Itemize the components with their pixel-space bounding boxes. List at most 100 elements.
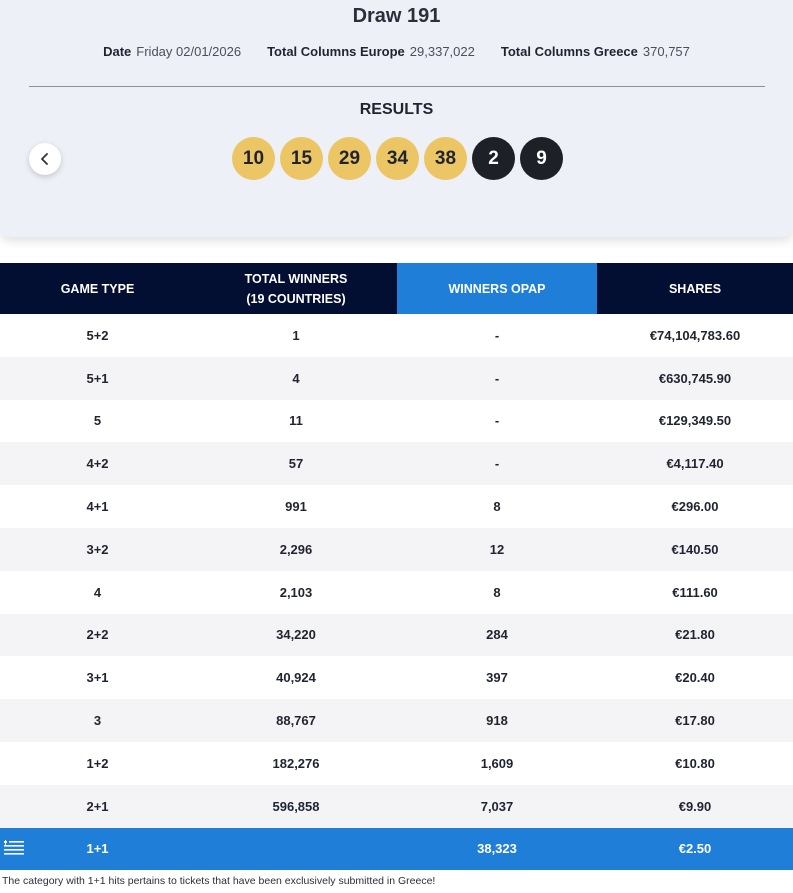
draw-date: Date Friday 02/01/2026 bbox=[103, 44, 241, 59]
total-winners-cell: 11 bbox=[195, 399, 397, 443]
number-ball: 10 bbox=[232, 137, 275, 180]
game-type-cell: 4 bbox=[0, 570, 195, 614]
total-columns-greece: Total Columns Greece 370,757 bbox=[501, 44, 690, 59]
winners-opap-cell: 397 bbox=[397, 656, 597, 700]
draw-title: Draw 191 bbox=[352, 5, 441, 27]
winners-opap-cell: 918 bbox=[397, 699, 597, 742]
total-columns-europe-value: 29,337,022 bbox=[409, 44, 475, 59]
total-columns-europe: Total Columns Europe 29,337,022 bbox=[267, 44, 475, 59]
results-label: RESULTS bbox=[359, 101, 434, 118]
total-columns-europe-label: Total Columns Europe bbox=[267, 44, 405, 59]
previous-draw-button[interactable] bbox=[29, 143, 61, 175]
winners-opap-cell: 8 bbox=[397, 570, 597, 614]
table-row: 2+2 34,220 284 €21.80 bbox=[0, 613, 793, 657]
game-type-cell: 4+2 bbox=[0, 442, 195, 486]
game-type-cell: 3+1 bbox=[0, 656, 195, 700]
number-ball: 29 bbox=[328, 137, 371, 180]
winners-opap-cell: - bbox=[397, 314, 597, 357]
shares-cell: €630,745.90 bbox=[597, 356, 793, 400]
table-row: 2+1 596,858 7,037 €9.90 bbox=[0, 784, 793, 828]
game-type-cell: 5+2 bbox=[0, 314, 195, 357]
winners-opap-cell: 1,609 bbox=[397, 741, 597, 785]
header-total-winners-line2: (19 COUNTRIES) bbox=[246, 291, 346, 306]
draw-summary-card: Draw 191 Date Friday 02/01/2026 Total Col… bbox=[0, 0, 793, 237]
table-row: 1+2 182,276 1,609 €10.80 bbox=[0, 741, 793, 785]
header-winners-opap[interactable]: WINNERS OPAP bbox=[397, 263, 597, 314]
draw-date-value: Friday 02/01/2026 bbox=[136, 44, 242, 59]
star-ball: 9 bbox=[520, 137, 563, 180]
game-type-cell: 4+1 bbox=[0, 485, 195, 528]
winning-numbers: 10 15 29 34 38 2 9 bbox=[232, 137, 563, 180]
winners-opap-cell: 284 bbox=[397, 613, 597, 657]
winners-opap-cell: - bbox=[397, 399, 597, 443]
prize-breakdown-table: GAME TYPE TOTAL WINNERS (19 COUNTRIES) W… bbox=[0, 263, 793, 871]
total-winners-cell: 57 bbox=[195, 442, 397, 486]
table-row: 4 2,103 8 €111.60 bbox=[0, 570, 793, 614]
winners-opap-cell: - bbox=[397, 442, 597, 486]
total-winners-cell: 182,276 bbox=[195, 741, 397, 785]
total-winners-cell: 1 bbox=[195, 314, 397, 357]
total-columns-greece-value: 370,757 bbox=[642, 44, 690, 59]
number-ball: 15 bbox=[280, 137, 323, 180]
game-type-cell: 1+2 bbox=[0, 741, 195, 785]
shares-cell: €111.60 bbox=[597, 570, 793, 614]
table-row: 3+1 40,924 397 €20.40 bbox=[0, 656, 793, 700]
table-row: 4+1 991 8 €296.00 bbox=[0, 485, 793, 528]
draw-meta-row: Date Friday 02/01/2026 Total Columns Euro… bbox=[0, 44, 793, 59]
game-type-cell: 5 bbox=[0, 399, 195, 443]
greece-flag-icon bbox=[4, 839, 24, 855]
total-winners-cell: 40,924 bbox=[195, 656, 397, 700]
table-row: 4+2 57- €4,117.40 bbox=[0, 442, 793, 486]
table-row: 3 88,767 918 €17.80 bbox=[0, 699, 793, 742]
table-header-row: GAME TYPE TOTAL WINNERS (19 COUNTRIES) W… bbox=[0, 263, 793, 314]
header-shares: SHARES bbox=[597, 263, 793, 314]
chevron-left-icon bbox=[41, 153, 48, 165]
shares-cell: €17.80 bbox=[597, 699, 793, 742]
shares-cell: €296.00 bbox=[597, 485, 793, 528]
shares-cell: €2.50 bbox=[597, 827, 793, 871]
winners-opap-cell: 8 bbox=[397, 485, 597, 528]
shares-cell: €4,117.40 bbox=[597, 442, 793, 486]
table-row: 3+2 2,296 12 €140.50 bbox=[0, 527, 793, 571]
total-winners-cell: 88,767 bbox=[195, 699, 397, 742]
table-row: 5+2 1- €74,104,783.60 bbox=[0, 314, 793, 357]
total-winners-cell: 34,220 bbox=[195, 613, 397, 657]
total-winners-cell: 2,103 bbox=[195, 570, 397, 614]
footnote: The category with 1+1 hits pertains to t… bbox=[2, 875, 436, 887]
total-winners-cell: 596,858 bbox=[195, 784, 397, 828]
total-winners-cell: 991 bbox=[195, 485, 397, 528]
number-ball: 34 bbox=[376, 137, 419, 180]
shares-cell: €20.40 bbox=[597, 656, 793, 700]
game-type-cell: 5+1 bbox=[0, 356, 195, 400]
shares-cell: €129,349.50 bbox=[597, 399, 793, 443]
shares-cell: €140.50 bbox=[597, 527, 793, 571]
shares-cell: €74,104,783.60 bbox=[597, 314, 793, 357]
header-total-winners-line1: TOTAL WINNERS bbox=[244, 271, 348, 286]
winners-opap-cell: - bbox=[397, 356, 597, 400]
game-type-cell: 3 bbox=[0, 699, 195, 742]
total-winners-cell: 2,296 bbox=[195, 527, 397, 571]
number-ball: 38 bbox=[424, 137, 467, 180]
divider bbox=[29, 86, 765, 87]
draw-date-label: Date bbox=[103, 44, 132, 59]
star-ball: 2 bbox=[472, 137, 515, 180]
table-row: 5 11- €129,349.50 bbox=[0, 399, 793, 443]
game-type-cell: 3+2 bbox=[0, 527, 195, 571]
total-columns-greece-label: Total Columns Greece bbox=[500, 44, 638, 59]
shares-cell: €10.80 bbox=[597, 741, 793, 785]
table-row-greece-only: 1+1 38,323 €2.50 bbox=[0, 827, 793, 871]
shares-cell: €21.80 bbox=[597, 613, 793, 657]
total-winners-cell: 4 bbox=[195, 356, 397, 400]
game-type-cell: 1+1 bbox=[0, 827, 195, 871]
header-total-winners: TOTAL WINNERS (19 COUNTRIES) bbox=[195, 263, 397, 314]
game-type-cell: 2+1 bbox=[0, 784, 195, 828]
winners-opap-cell: 7,037 bbox=[397, 784, 597, 828]
winners-opap-cell: 12 bbox=[397, 527, 597, 571]
game-type-cell: 2+2 bbox=[0, 613, 195, 657]
table-row: 5+1 4- €630,745.90 bbox=[0, 356, 793, 400]
total-winners-cell bbox=[195, 827, 397, 871]
header-game-type: GAME TYPE bbox=[0, 263, 195, 314]
winners-opap-cell: 38,323 bbox=[397, 827, 597, 871]
game-type-label: 1+1 bbox=[86, 841, 109, 857]
shares-cell: €9.90 bbox=[597, 784, 793, 828]
